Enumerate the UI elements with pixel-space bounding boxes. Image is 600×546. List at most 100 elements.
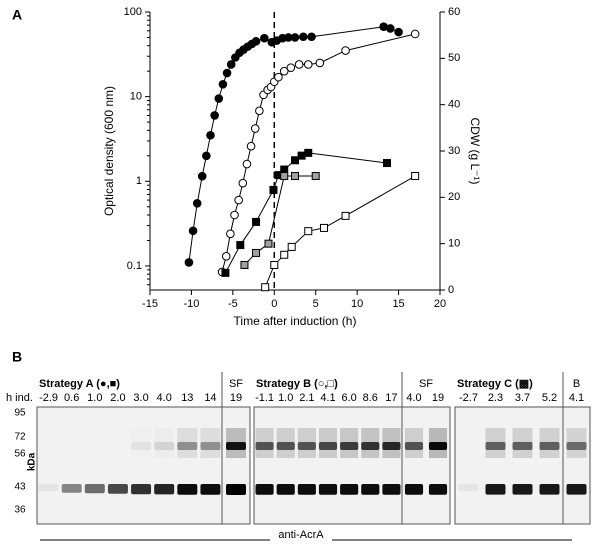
point — [382, 159, 391, 168]
mw-marker: 56 — [14, 449, 26, 460]
smear — [154, 428, 174, 458]
point — [221, 268, 230, 277]
lane-label: 0.6 — [64, 392, 79, 404]
band — [485, 442, 506, 450]
lane-label: 4.0 — [157, 392, 172, 404]
y-tick-label: 1 — [136, 175, 142, 187]
point — [280, 250, 289, 259]
point — [269, 185, 278, 194]
point — [411, 172, 420, 181]
band — [566, 442, 587, 450]
point — [230, 210, 239, 220]
strategy-title: Strategy A (●,■) — [39, 378, 120, 390]
point — [291, 156, 299, 165]
y2-tick-label: 10 — [448, 238, 460, 250]
smear — [512, 428, 533, 458]
point — [252, 248, 261, 257]
extra-title: B — [573, 378, 580, 390]
blot-image — [253, 406, 451, 525]
point — [184, 258, 194, 267]
band — [539, 442, 560, 450]
point — [218, 79, 228, 89]
band — [382, 442, 401, 450]
mw-marker: 43 — [14, 482, 26, 493]
point — [246, 141, 256, 151]
x-tick-label: 20 — [434, 298, 446, 310]
point — [226, 229, 235, 239]
band — [458, 484, 479, 492]
y2-tick-label: 40 — [448, 99, 460, 111]
point — [291, 172, 299, 181]
point — [240, 260, 249, 269]
band — [340, 484, 359, 495]
antibody-label: anti-AcrA — [278, 529, 324, 541]
point — [311, 172, 320, 181]
smear — [200, 428, 221, 458]
point — [260, 33, 269, 43]
band — [255, 484, 274, 495]
lane-label: 4.0 — [406, 392, 421, 404]
point — [222, 68, 232, 78]
band — [84, 484, 105, 494]
smear — [318, 428, 338, 458]
band — [404, 442, 424, 450]
lane-label: 1.0 — [278, 392, 293, 404]
lane-label: 3.7 — [515, 392, 530, 404]
lane-label: 2.0 — [110, 392, 125, 404]
smear — [297, 428, 316, 458]
point — [221, 252, 231, 261]
point — [270, 260, 279, 269]
point — [341, 211, 350, 220]
band — [177, 442, 198, 450]
band — [255, 442, 274, 450]
lane-label: 8.6 — [363, 392, 378, 404]
extra-title: SF — [419, 378, 433, 390]
band — [107, 484, 128, 494]
x-tick-label: -10 — [183, 298, 199, 310]
point — [210, 111, 219, 120]
smear — [539, 428, 560, 458]
x-axis-label: Time after induction (h) — [234, 314, 357, 328]
band — [318, 484, 338, 495]
mw-marker: 36 — [14, 505, 26, 516]
lane-label: 2.3 — [488, 392, 503, 404]
band — [318, 442, 338, 450]
smear — [361, 428, 380, 458]
band — [566, 484, 587, 495]
y2-axis-label: CDW (g L⁻¹) — [468, 118, 482, 185]
y-axis-label: Optical density (600 nm) — [102, 86, 116, 216]
band — [276, 484, 295, 495]
kda-label: kDa — [27, 452, 38, 471]
x-tick-label: 10 — [351, 298, 363, 310]
band — [200, 442, 221, 450]
smear — [131, 428, 151, 458]
band — [226, 442, 246, 450]
point — [315, 58, 325, 68]
point — [214, 94, 224, 103]
point — [202, 151, 211, 161]
point — [297, 151, 306, 160]
strategy-title: Strategy B (○,□) — [256, 378, 338, 390]
point — [394, 27, 403, 37]
smear — [255, 428, 274, 458]
lane-label: 17 — [385, 392, 397, 404]
band — [297, 442, 316, 450]
point — [251, 37, 261, 46]
smear — [177, 428, 198, 458]
point — [286, 63, 296, 72]
band — [382, 484, 401, 495]
lane-label: 19 — [432, 392, 444, 404]
smear — [226, 428, 246, 458]
point — [250, 124, 260, 133]
band — [485, 484, 506, 495]
row-label: h ind. — [6, 392, 33, 404]
lane-label: 4.1 — [569, 392, 584, 404]
smear — [340, 428, 359, 458]
band — [340, 442, 359, 450]
lane-label: 14 — [204, 392, 216, 404]
blot-image — [454, 406, 591, 525]
point — [385, 24, 395, 33]
x-tick-label: 5 — [313, 298, 319, 310]
lane-label: 6.0 — [341, 392, 356, 404]
